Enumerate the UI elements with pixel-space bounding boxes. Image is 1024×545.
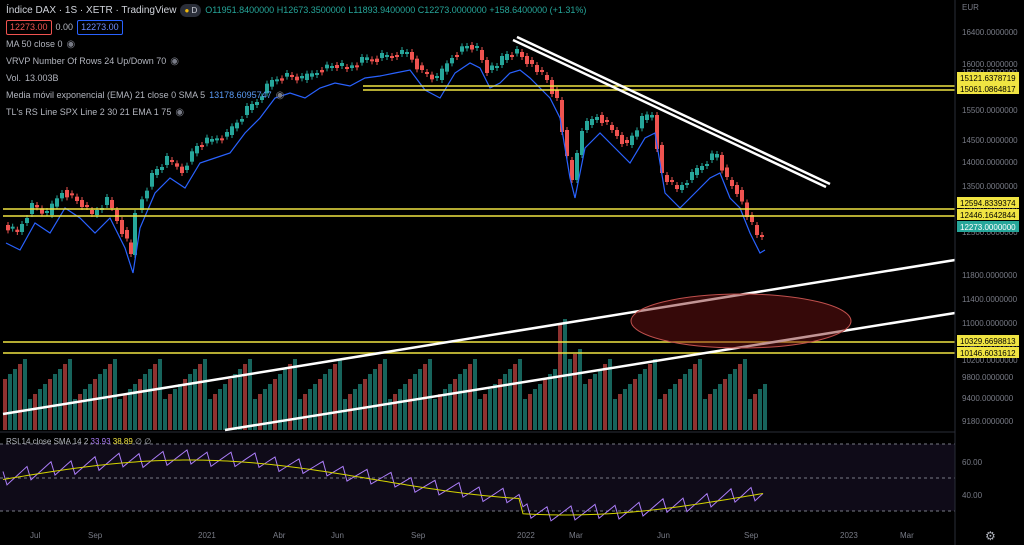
price-tick: 9180.0000000 bbox=[962, 417, 1014, 426]
rsi-axis: 60.00 40.00 bbox=[962, 458, 983, 500]
bid-button[interactable]: 12273.00 bbox=[6, 20, 52, 35]
tl-label: TL's RS Line SPX Line 2 30 21 EMA 1 75 bbox=[6, 107, 172, 117]
time-tick: 2022 bbox=[517, 531, 535, 540]
time-tick: Sep bbox=[744, 531, 759, 540]
level-label: 12446.1642844 bbox=[957, 209, 1019, 220]
price-tick: 13500.0000000 bbox=[962, 182, 1018, 191]
svg-text:12273.0000000: 12273.0000000 bbox=[960, 223, 1016, 232]
legend: Índice DAX · 1S · XETR · TradingView ● D… bbox=[6, 4, 586, 123]
rsi-line bbox=[2, 449, 764, 522]
level-labels: 15121.6378719 15061.0864817 12594.8339374 1… bbox=[957, 72, 1019, 358]
ema-line bbox=[5, 62, 766, 274]
up-trendline-upper bbox=[2, 258, 956, 416]
price-tick: 11400.0000000 bbox=[962, 295, 1018, 304]
time-tick: Jul bbox=[30, 531, 40, 540]
rsi-extra: ∅ ∅ bbox=[135, 437, 152, 446]
level-label: 15121.6378719 bbox=[957, 72, 1019, 83]
level-label: 10329.6698813 bbox=[957, 335, 1019, 346]
time-tick: Sep bbox=[88, 531, 103, 540]
rsi-ma-value: 38.89 bbox=[112, 437, 133, 446]
time-tick: Jun bbox=[657, 531, 670, 540]
down-trendline-1 bbox=[512, 38, 827, 189]
svg-text:15121.6378719: 15121.6378719 bbox=[960, 74, 1016, 83]
eye-icon[interactable]: ◉ bbox=[275, 90, 285, 101]
up-trendline-lower bbox=[224, 311, 956, 432]
symbol-title[interactable]: Índice DAX · 1S · XETR · TradingView bbox=[6, 5, 177, 16]
rsi-legend[interactable]: RSI 14 close SMA 14 2 33.93 38.89 ∅ ∅ bbox=[6, 437, 151, 446]
rsi-ma-line bbox=[2, 459, 764, 516]
eye-icon[interactable]: ◉ bbox=[175, 107, 185, 118]
price-tick: 11800.0000000 bbox=[962, 271, 1018, 280]
indicator-vrvp[interactable]: VRVP Number Of Rows 24 Up/Down 70 ◉ bbox=[6, 55, 586, 68]
eye-icon[interactable]: ◉ bbox=[170, 56, 179, 67]
bid-ask-row: 12273.00 0.00 12273.00 bbox=[6, 20, 586, 35]
price-tick: 9400.0000000 bbox=[962, 394, 1014, 403]
rsi-value: 33.93 bbox=[90, 437, 111, 446]
price-tick: 11000.0000000 bbox=[962, 319, 1018, 328]
ema-value: 13178.6095747 bbox=[209, 90, 272, 100]
down-trendline-2 bbox=[516, 35, 831, 186]
eye-icon[interactable]: ◉ bbox=[66, 39, 76, 50]
indicator-ema[interactable]: Media móvil exponencial (EMA) 21 close 0… bbox=[6, 89, 586, 102]
svg-text:10146.6031612: 10146.6031612 bbox=[960, 349, 1016, 358]
svg-text:10329.6698813: 10329.6698813 bbox=[960, 337, 1016, 346]
svg-text:12594.8339374: 12594.8339374 bbox=[960, 199, 1016, 208]
vrvp-label: VRVP Number Of Rows 24 Up/Down 70 bbox=[6, 56, 167, 66]
target-zone-ellipse bbox=[630, 293, 852, 349]
high-value: H12673.3500000 bbox=[276, 5, 346, 15]
time-tick: Abr bbox=[273, 531, 286, 540]
level-label: 12594.8339374 bbox=[957, 197, 1019, 208]
time-tick: 2021 bbox=[198, 531, 216, 540]
time-tick: Jun bbox=[331, 531, 344, 540]
status-pill[interactable]: ● D bbox=[180, 4, 202, 17]
price-tick: 16000.0000000 bbox=[962, 60, 1018, 69]
trend-lines bbox=[2, 35, 956, 432]
vol-label: Vol. bbox=[6, 73, 22, 83]
price-tick: 14000.0000000 bbox=[962, 158, 1018, 167]
spread-value: 0.00 bbox=[55, 22, 74, 32]
price-tick: 12500.0000000 bbox=[962, 228, 1018, 237]
ohlc-values: O11951.8400000 H12673.3500000 L11893.940… bbox=[205, 4, 586, 17]
indicator-tl[interactable]: TL's RS Line SPX Line 2 30 21 EMA 1 75 ◉ bbox=[6, 106, 586, 119]
price-tick: 10200.0000000 bbox=[962, 356, 1018, 365]
time-tick: Sep bbox=[411, 531, 426, 540]
currency-label: EUR bbox=[962, 3, 979, 12]
vol-value: 13.003B bbox=[25, 73, 59, 83]
level-label: 10146.6031612 bbox=[957, 347, 1019, 358]
legend-title-row: Índice DAX · 1S · XETR · TradingView ● D… bbox=[6, 4, 586, 17]
level-label: 12273.0000000 bbox=[957, 221, 1019, 232]
time-tick: 2023 bbox=[840, 531, 858, 540]
rsi-tick: 60.00 bbox=[962, 458, 983, 467]
price-tick: 14500.0000000 bbox=[962, 136, 1018, 145]
close-value: C12273.0000000 bbox=[417, 5, 487, 15]
gear-icon[interactable]: ⚙ bbox=[985, 529, 996, 543]
rsi-panel bbox=[0, 431, 955, 522]
level-lines bbox=[3, 85, 955, 354]
price-tick: 16400.0000000 bbox=[962, 28, 1018, 37]
indicator-ma[interactable]: MA 50 close 0 ◉ bbox=[6, 38, 586, 51]
time-tick: Mar bbox=[569, 531, 583, 540]
indicator-vol[interactable]: Vol. 13.003B bbox=[6, 72, 586, 85]
low-value: L11893.9400000 bbox=[348, 5, 416, 15]
open-value: O11951.8400000 bbox=[205, 5, 275, 15]
time-tick: Mar bbox=[900, 531, 914, 540]
svg-text:15061.0864817: 15061.0864817 bbox=[960, 85, 1016, 94]
time-axis: Jul Sep 2021 Abr Jun Sep 2022 Mar Jun Sep 2023 Mar bbox=[30, 531, 914, 540]
volume-series bbox=[3, 319, 767, 430]
change-value: +158.6400000 (+1.31%) bbox=[489, 5, 587, 15]
svg-text:12446.1642844: 12446.1642844 bbox=[960, 211, 1016, 220]
rsi-label: RSI 14 close SMA 14 2 bbox=[6, 437, 89, 446]
ema-label: Media móvil exponencial (EMA) 21 close 0… bbox=[6, 90, 206, 100]
ma-label: MA 50 close 0 bbox=[6, 39, 63, 49]
rsi-tick: 40.00 bbox=[962, 491, 983, 500]
level-label: 15061.0864817 bbox=[957, 83, 1019, 94]
ask-button[interactable]: 12273.00 bbox=[77, 20, 123, 35]
rsi-band bbox=[0, 444, 955, 511]
price-tick: 9800.0000000 bbox=[962, 373, 1014, 382]
price-tick: 15500.0000000 bbox=[962, 106, 1018, 115]
